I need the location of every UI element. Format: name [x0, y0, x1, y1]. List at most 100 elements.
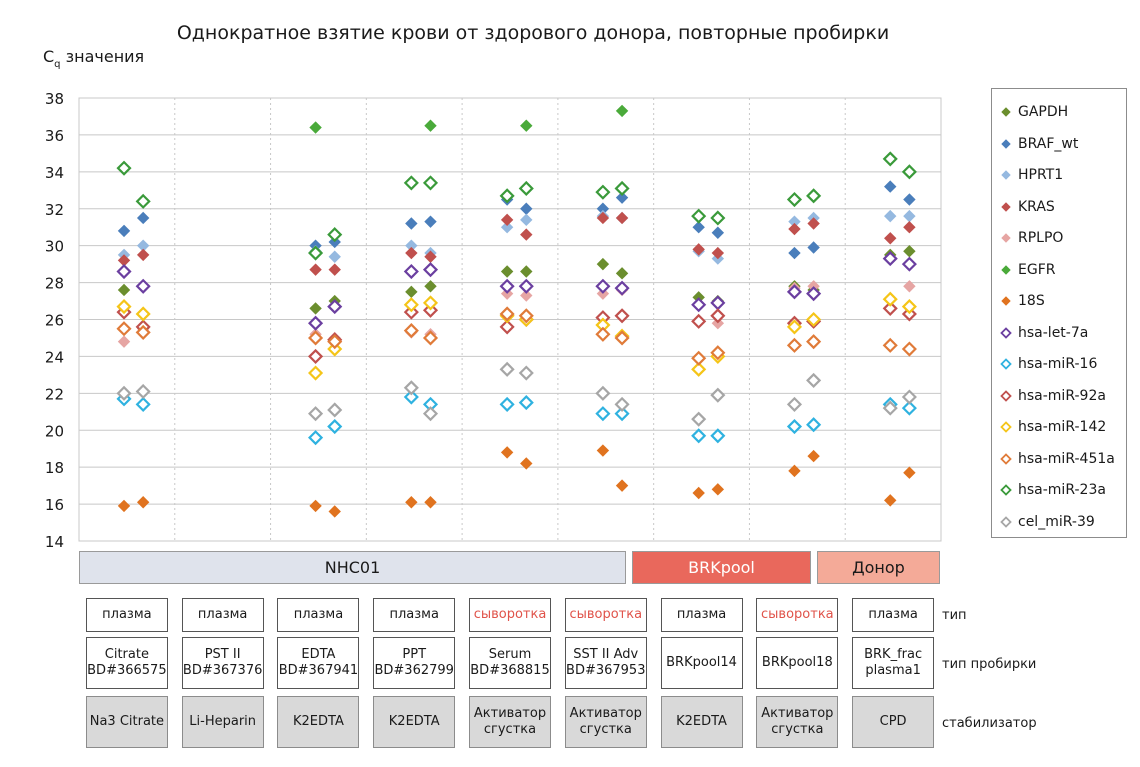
data-point-gapdh	[500, 265, 514, 278]
stabilizer-cell: Активатор сгустка	[756, 696, 839, 748]
data-point-cel-mir-39	[135, 383, 151, 400]
stabilizer-name: Активатор	[473, 706, 547, 721]
tube-name: EDTA	[301, 647, 336, 662]
data-point-kras	[692, 243, 705, 256]
tube-code: plasma1	[865, 663, 921, 678]
data-point-18s	[711, 483, 725, 496]
data-point-braf-wt	[903, 193, 916, 206]
data-point-kras	[807, 217, 820, 230]
stabilizer-cell: Li-Heparin	[181, 696, 264, 748]
data-point-hsa-mir-142	[882, 291, 898, 307]
legend-item: hsa-miR-16	[1000, 354, 1097, 374]
type-cell: сыворотка	[756, 598, 839, 632]
data-point-hsa-mir-451a	[499, 306, 515, 322]
data-point-cel-mir-39	[499, 361, 515, 377]
legend-label: KRAS	[1018, 198, 1055, 215]
data-point-hsa-mir-16	[710, 428, 726, 444]
row-label-type: тип	[942, 608, 967, 623]
data-point-cel-mir-39	[116, 385, 132, 401]
data-point-hsa-mir-451a	[786, 337, 803, 353]
y-tick-label: 24	[45, 348, 64, 366]
row-label-stabilizer: стабилизатор	[942, 716, 1037, 731]
data-point-cel-mir-39	[422, 406, 439, 422]
data-point-rplpo	[903, 280, 916, 293]
data-point-kras	[615, 211, 629, 225]
y-tick-label: 20	[45, 422, 64, 440]
y-tick-label: 14	[45, 533, 64, 551]
data-point-18s	[788, 464, 801, 478]
data-point-hsa-mir-142	[135, 306, 151, 322]
data-point-cel-mir-39	[403, 380, 419, 396]
legend-item: hsa-let-7a	[1000, 323, 1088, 343]
data-point-hsa-mir-92a	[499, 319, 515, 335]
data-point-hsa-mir-451a	[308, 330, 324, 346]
data-point-hsa-mir-92a	[614, 308, 630, 324]
grid-lines	[79, 97, 941, 542]
legend-marker-icon	[1001, 264, 1011, 275]
legend-item: HPRT1	[1000, 165, 1063, 185]
data-point-hsa-mir-142	[691, 361, 707, 377]
legend-item: BRAF_wt	[1000, 134, 1078, 154]
data-point-hsa-mir-16	[614, 406, 630, 422]
legend-label: HPRT1	[1018, 167, 1064, 183]
data-point-rplpo	[520, 289, 533, 302]
tube-code: BD#366575	[87, 663, 167, 678]
group-band-0: NHC01	[79, 551, 626, 584]
data-point-hsa-mir-16	[595, 406, 611, 422]
data-point-18s	[520, 457, 533, 470]
stabilizer-cell: K2EDTA	[660, 696, 743, 748]
data-point-hsa-mir-142	[422, 295, 439, 311]
legend-marker-icon	[1001, 201, 1011, 212]
legend-item: KRAS	[1000, 197, 1055, 217]
legend-label: cel_miR-39	[1018, 513, 1095, 530]
data-point-hsa-mir-23a	[691, 208, 707, 224]
data-point-hprt1	[328, 250, 341, 263]
data-point-hsa-mir-451a	[595, 326, 611, 342]
data-point-hsa-mir-23a	[786, 191, 803, 208]
data-point-gapdh	[615, 267, 629, 280]
data-point-hsa-let-7a	[403, 263, 419, 280]
tube-name: Serum	[488, 647, 532, 662]
data-point-kras	[328, 263, 341, 276]
data-point-braf-wt	[424, 215, 437, 228]
data-point-hsa-mir-451a	[327, 334, 343, 350]
data-point-kras	[903, 221, 916, 234]
data-point-kras	[788, 222, 801, 236]
data-point-hsa-let-7a	[786, 284, 803, 300]
data-point-18s	[309, 499, 322, 513]
y-tick-label: 30	[45, 238, 64, 256]
type-cell: плазма	[181, 598, 264, 632]
data-point-rplpo	[117, 335, 131, 348]
data-point-hsa-mir-23a	[499, 188, 515, 204]
data-point-hsa-let-7a	[116, 263, 132, 280]
data-point-hsa-let-7a	[135, 278, 151, 294]
data-point-hsa-mir-16	[806, 417, 822, 433]
data-point-cel-mir-39	[595, 385, 611, 401]
data-point-cel-mir-39	[786, 396, 803, 412]
type-cell: плазма	[277, 598, 360, 632]
data-point-cel-mir-39	[901, 389, 917, 405]
data-point-hsa-mir-23a	[901, 164, 917, 180]
data-point-hsa-mir-23a	[518, 180, 534, 197]
tube-cell: EDTA BD#367941	[277, 637, 360, 689]
data-point-braf-wt	[692, 221, 705, 234]
data-point-braf-wt	[117, 224, 131, 238]
legend-label: GAPDH	[1018, 104, 1069, 120]
y-tick-labels: 14 16 18 20 22 24 26 28 30 32 34 36 38	[45, 90, 64, 551]
data-point-hsa-let-7a	[595, 278, 611, 294]
legend-marker-icon	[1000, 326, 1012, 339]
legend-item: hsa-miR-451a	[1000, 449, 1115, 469]
data-point-hsa-mir-451a	[135, 324, 151, 340]
y-axis-label: Cq значения	[43, 47, 144, 70]
data-point-cel-mir-39	[806, 372, 822, 388]
data-point-hsa-mir-16	[327, 419, 343, 435]
data-point-18s	[136, 496, 150, 509]
stabilizer-cell: Активатор сгустка	[564, 696, 647, 748]
data-point-kras	[309, 263, 322, 276]
type-cell: плазма	[85, 598, 168, 632]
data-point-cel-mir-39	[518, 365, 534, 381]
data-point-hsa-let-7a	[422, 262, 439, 278]
legend-item: cel_miR-39	[1000, 512, 1095, 532]
stabilizer-name: K2EDTA	[388, 714, 440, 729]
data-point-gapdh	[424, 280, 437, 293]
